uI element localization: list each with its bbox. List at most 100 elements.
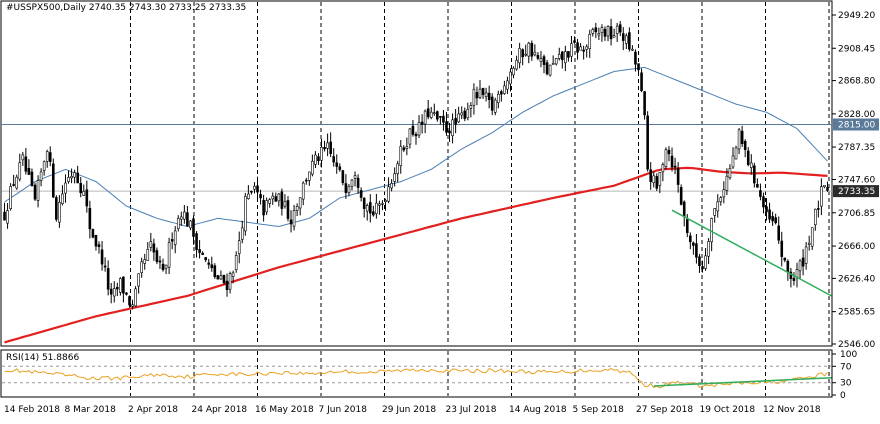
candle-body xyxy=(798,260,802,272)
candle-body xyxy=(533,51,537,56)
candle-body xyxy=(180,216,183,220)
candle-body xyxy=(295,206,299,211)
candle-body xyxy=(183,211,186,220)
candle-body xyxy=(743,140,747,150)
candle-body xyxy=(368,202,372,214)
candle-body xyxy=(475,92,479,99)
candle-body xyxy=(762,196,765,208)
x-tick-label: 14 Aug 2018 xyxy=(509,405,567,415)
candle-body xyxy=(591,29,595,34)
candle-body xyxy=(490,96,494,111)
candle-body xyxy=(15,176,19,189)
candle-body xyxy=(826,187,829,191)
candle-body xyxy=(405,146,409,149)
rsi-layer: 100 70 30 0 xyxy=(2,350,857,401)
candle-body xyxy=(36,180,40,201)
candle-body xyxy=(518,48,521,64)
candle-body xyxy=(100,249,104,265)
candle-body xyxy=(588,33,592,49)
candle-body xyxy=(155,250,159,262)
candle-body xyxy=(746,150,750,165)
rsi-line xyxy=(4,367,828,389)
y-tick-label: 2706.85 xyxy=(838,209,875,219)
candle-body xyxy=(439,116,442,118)
candle-body xyxy=(311,160,314,175)
candle-body xyxy=(204,257,207,261)
candle-body xyxy=(201,252,204,255)
candle-body xyxy=(158,260,162,263)
candle-body xyxy=(225,280,229,291)
candle-body xyxy=(667,149,671,155)
candle-body xyxy=(810,227,814,247)
y-tick-label: 2546.00 xyxy=(838,340,875,350)
candle-body xyxy=(304,179,308,182)
candle-body xyxy=(756,184,759,188)
candle-body xyxy=(323,146,326,150)
candle-body xyxy=(286,200,290,219)
candle-body xyxy=(372,211,375,216)
candle-body xyxy=(512,67,515,76)
hline-price-tag-label: 2815.00 xyxy=(838,121,875,131)
candle-body xyxy=(786,260,790,273)
candle-body xyxy=(768,209,771,220)
candle-body xyxy=(140,261,143,274)
candle-body xyxy=(420,121,424,125)
candle-body xyxy=(106,268,110,290)
candle-body xyxy=(45,151,49,162)
x-tick-label: 8 Mar 2018 xyxy=(65,405,117,415)
price-panel-frame xyxy=(0,0,833,347)
candle-body xyxy=(280,191,284,209)
candle-body xyxy=(320,146,323,161)
candle-body xyxy=(759,190,762,197)
candle-body xyxy=(253,185,256,190)
x-tick-label: 2 Apr 2018 xyxy=(128,405,178,415)
candle-body xyxy=(186,212,189,227)
candle-body xyxy=(317,156,320,162)
candle-body xyxy=(259,194,262,199)
y-tick-label: 2747.60 xyxy=(838,176,875,186)
candle-body xyxy=(64,182,67,194)
symbol-info-label: #USSPX500,Daily 2740.35 2743.30 2733.25 … xyxy=(6,3,247,13)
candle-body xyxy=(820,186,823,207)
candle-body xyxy=(682,201,686,218)
candle-body xyxy=(228,273,232,290)
candle-body xyxy=(207,262,211,265)
candle-body xyxy=(326,142,329,149)
candle-body xyxy=(542,56,546,65)
candle-body xyxy=(792,278,796,281)
candle-body xyxy=(679,187,683,205)
candle-body xyxy=(137,273,140,287)
y-tick-label: 2908.45 xyxy=(838,44,875,54)
candle-body xyxy=(600,27,604,33)
candle-body xyxy=(442,115,445,123)
y-tick-label: 2585.65 xyxy=(838,308,875,318)
candle-body xyxy=(557,54,561,59)
candle-body xyxy=(222,274,226,284)
candle-body xyxy=(448,130,451,134)
candle-body xyxy=(173,230,177,245)
candle-body xyxy=(487,92,491,100)
candle-body xyxy=(381,203,384,205)
candle-body xyxy=(67,177,70,182)
candle-body xyxy=(597,33,601,36)
candle-body xyxy=(551,63,555,65)
candle-body xyxy=(454,118,457,125)
candle-body xyxy=(500,91,503,95)
candle-body xyxy=(484,92,488,97)
candle-body xyxy=(378,203,381,206)
candle-body xyxy=(673,165,677,168)
grid-layer xyxy=(130,2,830,396)
candle-body xyxy=(97,244,101,248)
candle-body xyxy=(521,49,524,58)
candle-body xyxy=(213,265,217,278)
support-trendline xyxy=(671,209,832,297)
candle-body xyxy=(3,211,6,221)
candle-body xyxy=(21,154,25,161)
candle-body xyxy=(609,26,613,40)
x-tick-label: 7 Jun 2018 xyxy=(319,405,368,415)
candle-body xyxy=(503,85,506,94)
candle-body xyxy=(496,93,500,103)
candle-body xyxy=(710,218,713,243)
candle-body xyxy=(646,115,649,170)
